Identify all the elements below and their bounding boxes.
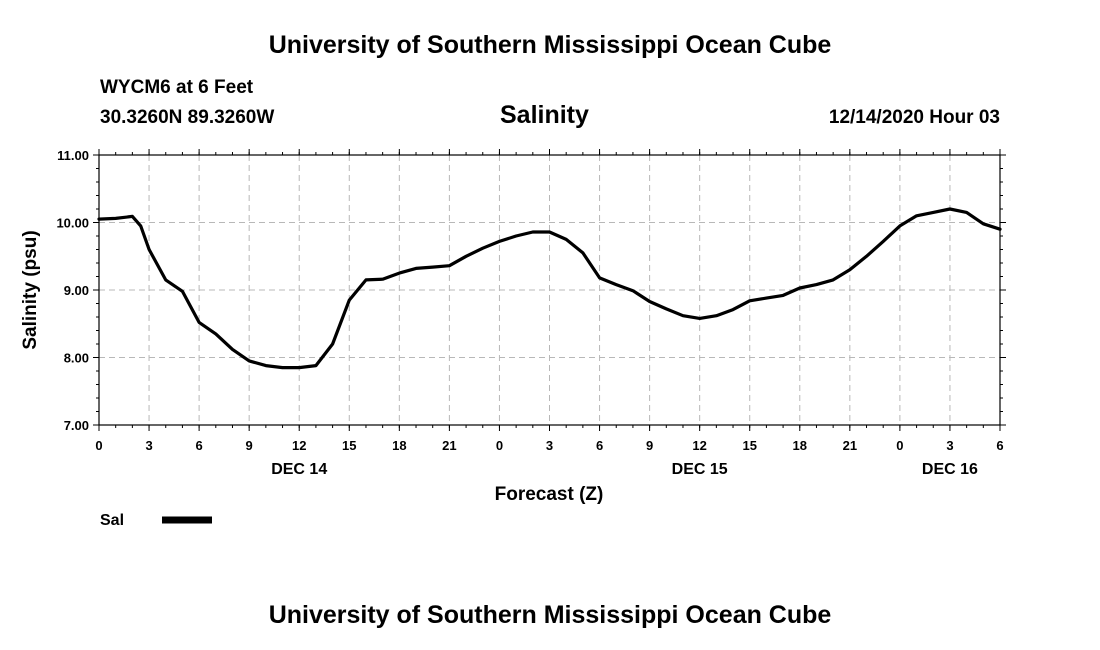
y-tick-label: 10.00 <box>56 216 89 231</box>
top-title: University of Southern Mississippi Ocean… <box>268 31 832 59</box>
x-tick-label: 18 <box>793 438 807 453</box>
x-tick-label: 15 <box>342 438 356 453</box>
x-tick-label: 3 <box>145 438 152 453</box>
series-layer <box>97 207 1002 370</box>
day-label: DEC 14 <box>271 461 327 478</box>
x-tick-label: 6 <box>195 438 202 453</box>
day-label: DEC 15 <box>672 461 728 478</box>
y-tick-label: 9.00 <box>64 283 89 298</box>
x-tick-label: 6 <box>596 438 603 453</box>
x-tick-label: 12 <box>292 438 306 453</box>
x-tick-label: 9 <box>246 438 253 453</box>
station-label: WYCM6 at 6 Feet <box>100 77 254 98</box>
legend-label: Sal <box>100 512 124 529</box>
x-tick-label: 0 <box>95 438 102 453</box>
y-tick-label: 7.00 <box>64 418 89 433</box>
y-tick-label: 11.00 <box>57 148 89 163</box>
x-tick-label: 0 <box>496 438 503 453</box>
y-axis-label: Salinity (psu) <box>20 230 41 349</box>
day-label: DEC 16 <box>922 461 978 478</box>
x-tick-label: 3 <box>546 438 553 453</box>
x-tick-label: 6 <box>996 438 1003 453</box>
x-tick-label: 12 <box>692 438 706 453</box>
x-tick-label: 9 <box>646 438 653 453</box>
grid-lines <box>99 155 1000 425</box>
x-tick-label: 21 <box>442 438 456 453</box>
x-tick-label: 0 <box>896 438 903 453</box>
salinity-line <box>97 207 1002 370</box>
x-tick-label: 18 <box>392 438 406 453</box>
bottom-title: University of Southern Mississippi Ocean… <box>268 601 832 629</box>
x-axis-label: Forecast (Z) <box>495 484 604 505</box>
axes: 7.00 8.00 9.00 10.00 11.00 0 3 6 9 12 15 18 21 0 3 6 9 12… <box>56 148 1006 478</box>
plot-frame <box>98 154 1001 426</box>
chart-title: Salinity <box>500 101 589 129</box>
location-label: 30.3260N 89.3260W <box>100 107 275 128</box>
x-tick-label: 3 <box>946 438 953 453</box>
timestamp-label: 12/14/2020 Hour 03 <box>828 107 1000 128</box>
y-tick-label: 8.00 <box>64 351 89 366</box>
x-tick-label: 21 <box>843 438 857 453</box>
x-tick-label: 15 <box>742 438 756 453</box>
